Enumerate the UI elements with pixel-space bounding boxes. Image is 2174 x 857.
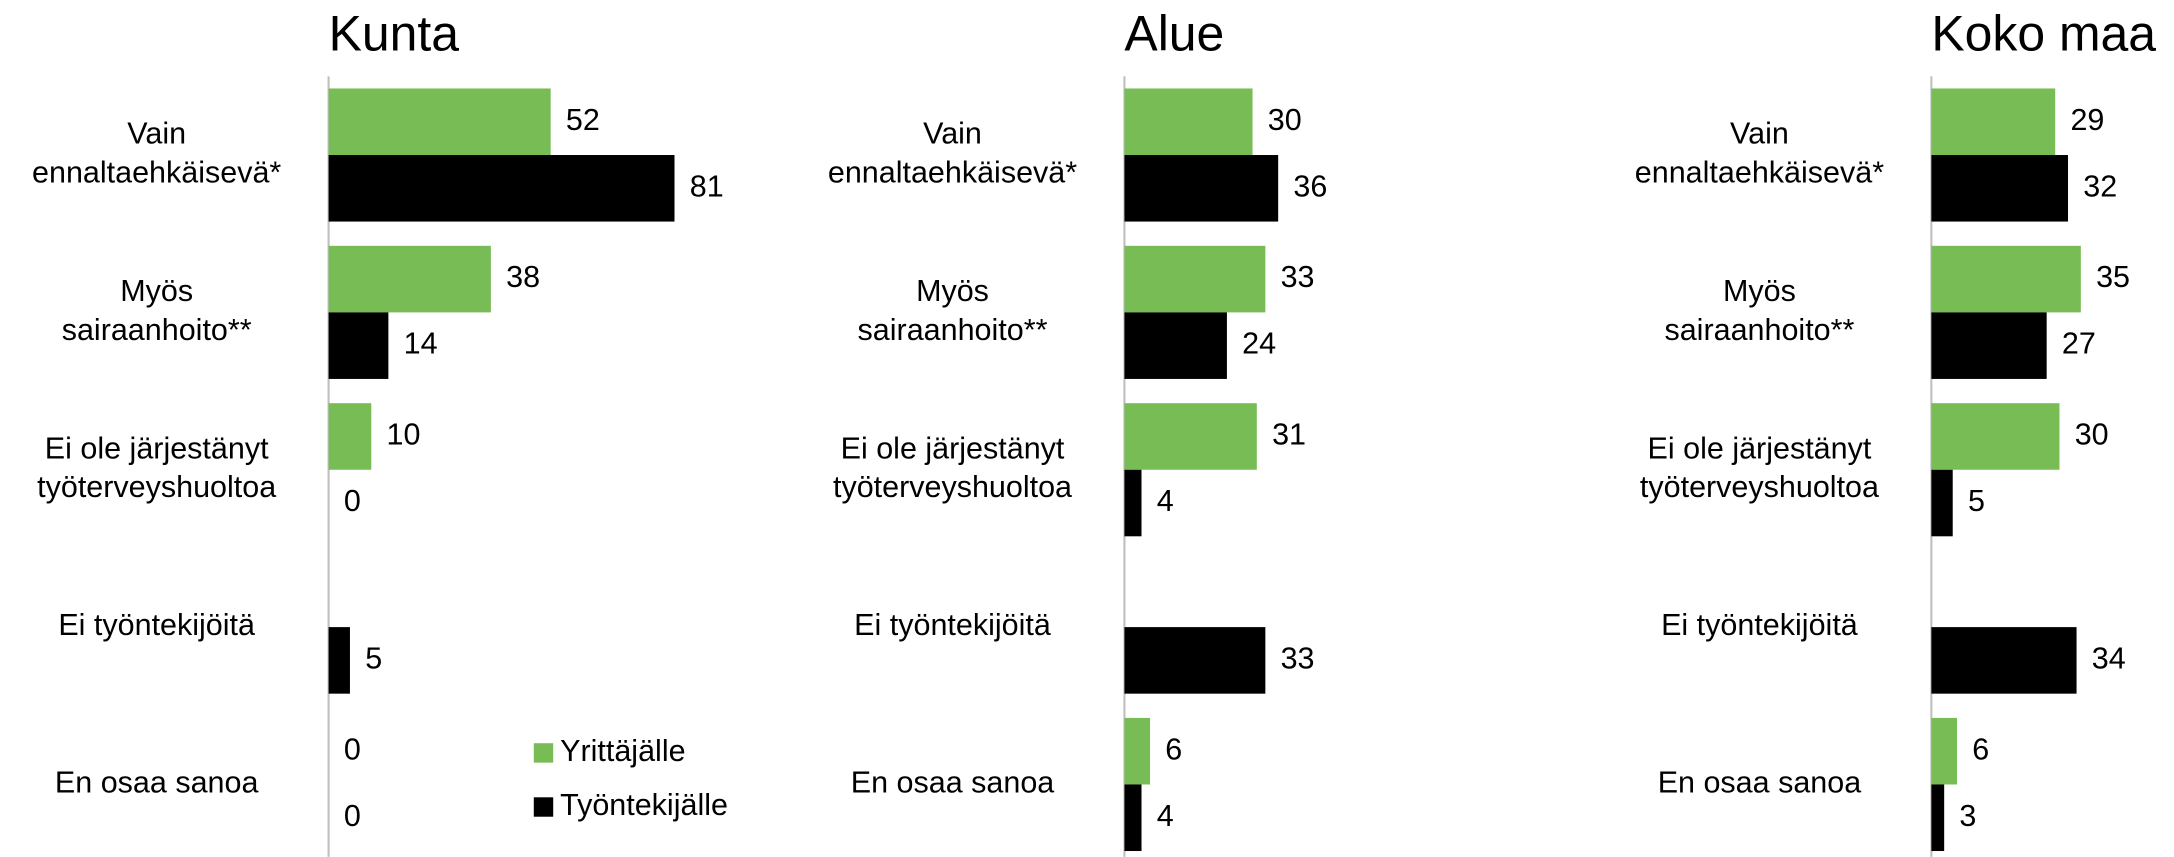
category-label: sairaanhoito**: [1664, 313, 1854, 347]
legend-swatch: [533, 743, 554, 763]
value-label: 5: [1968, 484, 1985, 518]
category-label: Ei työntekijöitä: [1661, 608, 1858, 642]
bar: [328, 155, 675, 222]
category-label: En osaa sanoa: [851, 766, 1055, 800]
bar: [1124, 245, 1266, 313]
category-label: Vain: [127, 117, 186, 151]
bar: [1931, 312, 2047, 379]
value-label: 52: [566, 103, 600, 137]
value-label: 33: [1281, 641, 1315, 675]
bar: [1931, 469, 1953, 537]
value-label: 36: [1293, 169, 1327, 203]
value-label: 5: [365, 641, 382, 675]
value-label: 0: [344, 799, 361, 833]
category-label: Ei ole järjestänyt: [45, 431, 269, 465]
category-label: sairaanhoito**: [62, 313, 252, 347]
bar: [1931, 155, 2069, 222]
value-label: 38: [506, 260, 540, 294]
value-label: 32: [2083, 169, 2117, 203]
category-label: työterveyshuoltoa: [833, 470, 1072, 504]
value-label: 0: [344, 484, 361, 518]
value-label: 30: [2075, 418, 2109, 452]
legend-label: Työntekijälle: [560, 788, 728, 822]
value-label: 4: [1157, 484, 1174, 518]
value-label: 24: [1242, 327, 1276, 361]
value-label: 33: [1281, 260, 1315, 294]
bar: [328, 403, 372, 470]
value-label: 0: [344, 732, 361, 766]
category-label: Myös: [120, 274, 193, 308]
category-label: Vain: [1730, 117, 1789, 151]
bar: [1931, 717, 1957, 785]
value-label: 6: [1165, 732, 1182, 766]
value-label: 34: [2092, 641, 2126, 675]
value-label: 10: [387, 418, 421, 452]
category-label: Myös: [1723, 274, 1796, 308]
value-label: 3: [1959, 799, 1976, 833]
category-label: Ei työntekijöitä: [854, 608, 1051, 642]
bar: [1931, 245, 2081, 313]
value-label: 29: [2070, 103, 2104, 137]
bar: [1124, 784, 1142, 852]
value-label: 35: [2096, 260, 2130, 294]
legend-label: Yrittäjälle: [560, 734, 685, 768]
value-label: 4: [1157, 799, 1174, 833]
value-label: 14: [404, 327, 438, 361]
bar: [1124, 627, 1266, 694]
chart-title: Alue: [1124, 6, 1224, 62]
category-label: En osaa sanoa: [55, 766, 259, 800]
category-label: työterveyshuoltoa: [37, 470, 276, 504]
bar: [1124, 469, 1142, 537]
bar: [328, 312, 389, 379]
category-label: Ei työntekijöitä: [58, 608, 255, 642]
category-label: Ei ole järjestänyt: [1648, 431, 1872, 465]
category-label: ennaltaehkäisevä*: [32, 155, 281, 189]
category-label: työterveyshuoltoa: [1640, 470, 1879, 504]
value-label: 6: [1972, 732, 1989, 766]
value-label: 31: [1272, 418, 1306, 452]
legend-swatch: [533, 797, 554, 817]
bar: [328, 88, 551, 156]
bar: [1124, 312, 1227, 379]
value-label: 27: [2062, 327, 2096, 361]
category-label: sairaanhoito**: [858, 313, 1048, 347]
bar: [1124, 717, 1151, 785]
bar: [1124, 403, 1257, 470]
bar: [1931, 627, 2077, 694]
category-label: ennaltaehkäisevä*: [1635, 155, 1884, 189]
bar: [328, 627, 350, 694]
bar: [1124, 155, 1279, 222]
category-label: En osaa sanoa: [1658, 766, 1862, 800]
value-label: 81: [690, 169, 724, 203]
bar: [1931, 784, 1945, 852]
bar: [1931, 88, 2056, 156]
value-label: 30: [1268, 103, 1302, 137]
chart-title: Koko maa: [1931, 6, 2156, 62]
category-label: Ei ole järjestänyt: [841, 431, 1065, 465]
bar: [1931, 403, 2060, 470]
bar: [1124, 88, 1253, 156]
category-label: ennaltaehkäisevä*: [828, 155, 1077, 189]
category-label: Vain: [923, 117, 982, 151]
chart-title: Kunta: [329, 6, 460, 62]
category-label: Myös: [916, 274, 989, 308]
bar: [328, 245, 491, 313]
